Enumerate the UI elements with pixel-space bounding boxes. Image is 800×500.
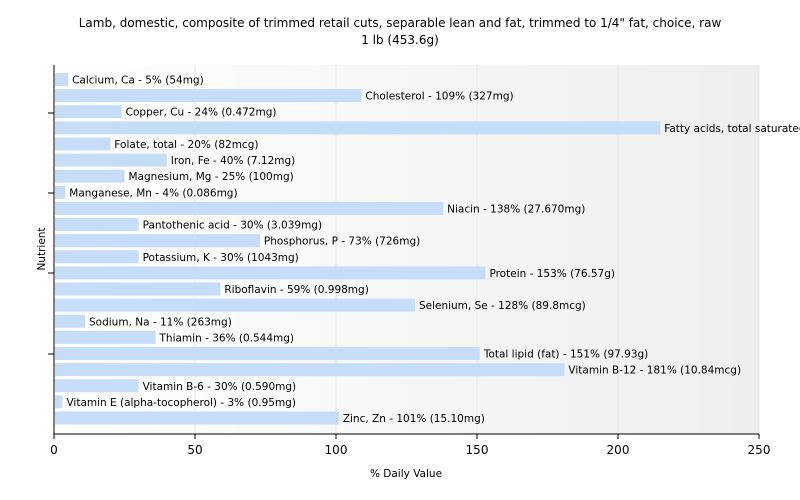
bar	[55, 282, 221, 296]
bar	[55, 89, 362, 103]
bar	[55, 395, 63, 409]
plot-area	[54, 65, 759, 434]
bar	[55, 169, 125, 183]
bar	[55, 105, 122, 119]
bar	[55, 201, 444, 215]
chart-title: Lamb, domestic, composite of trimmed ret…	[79, 16, 722, 30]
bar-label: Iron, Fe - 40% (7.12mg)	[171, 155, 295, 167]
bar-label: Folate, total - 20% (82mcg)	[114, 139, 258, 151]
bars: Calcium, Ca - 5% (54mg) Cholesterol - 109…	[55, 73, 800, 425]
bar	[55, 73, 69, 86]
x-tick-label: 0	[50, 443, 58, 457]
bar-label: Niacin - 138% (27.670mg)	[447, 203, 585, 215]
bar-label: Calcium, Ca - 5% (54mg)	[72, 75, 204, 87]
bar	[55, 137, 111, 151]
bar	[55, 121, 661, 135]
bar	[55, 266, 486, 280]
bar-label: Thiamin - 36% (0.544mg)	[159, 332, 295, 344]
bar-label: Copper, Cu - 24% (0.472mg)	[126, 107, 277, 119]
bar-label: Protein - 153% (76.57g)	[489, 268, 615, 280]
bar-label: Vitamin B-12 - 181% (10.84mcg)	[568, 365, 741, 377]
bar	[55, 185, 66, 199]
chart-subtitle: 1 lb (453.6g)	[361, 33, 439, 47]
bar	[55, 347, 480, 361]
bar-label: Zinc, Zn - 101% (15.10mg)	[343, 413, 485, 425]
bar	[55, 379, 139, 393]
bar	[55, 234, 260, 248]
bar	[55, 363, 565, 377]
x-axis-title: % Daily Value	[370, 468, 442, 480]
y-axis-title: Nutrient	[36, 227, 48, 270]
bar	[55, 298, 415, 312]
bar-label: Selenium, Se - 128% (89.8mcg)	[419, 300, 586, 312]
bar-label: Phosphorus, P - 73% (726mg)	[264, 236, 420, 248]
bar-label: Vitamin B-6 - 30% (0.590mg)	[143, 381, 297, 393]
bar-label: Fatty acids, total saturated - 215% (42.…	[664, 123, 800, 135]
x-tick-label: 50	[187, 443, 202, 457]
x-tick-label: 250	[748, 443, 771, 457]
bar	[55, 153, 167, 167]
bar-label: Manganese, Mn - 4% (0.086mg)	[69, 187, 237, 199]
axes: 0 50 100 150 200 250	[48, 65, 770, 457]
bar-label: Vitamin E (alpha-tocopherol) - 3% (0.95m…	[66, 397, 296, 409]
bar-label: Sodium, Na - 11% (263mg)	[89, 316, 232, 328]
bar-label: Potassium, K - 30% (1043mg)	[143, 252, 299, 264]
x-tick-label: 150	[466, 443, 489, 457]
bar-label: Magnesium, Mg - 25% (100mg)	[129, 171, 294, 183]
bar-label: Cholesterol - 109% (327mg)	[365, 91, 513, 103]
bar	[55, 330, 156, 344]
bar	[55, 250, 139, 264]
x-tick-label: 100	[325, 443, 348, 457]
bar-label: Pantothenic acid - 30% (3.039mg)	[143, 220, 322, 232]
bar	[55, 314, 86, 328]
bar	[55, 411, 339, 425]
bar-label: Riboflavin - 59% (0.998mg)	[224, 284, 368, 296]
x-tick-label: 200	[607, 443, 630, 457]
bar	[55, 218, 139, 232]
bar-label: Total lipid (fat) - 151% (97.93g)	[483, 349, 648, 361]
